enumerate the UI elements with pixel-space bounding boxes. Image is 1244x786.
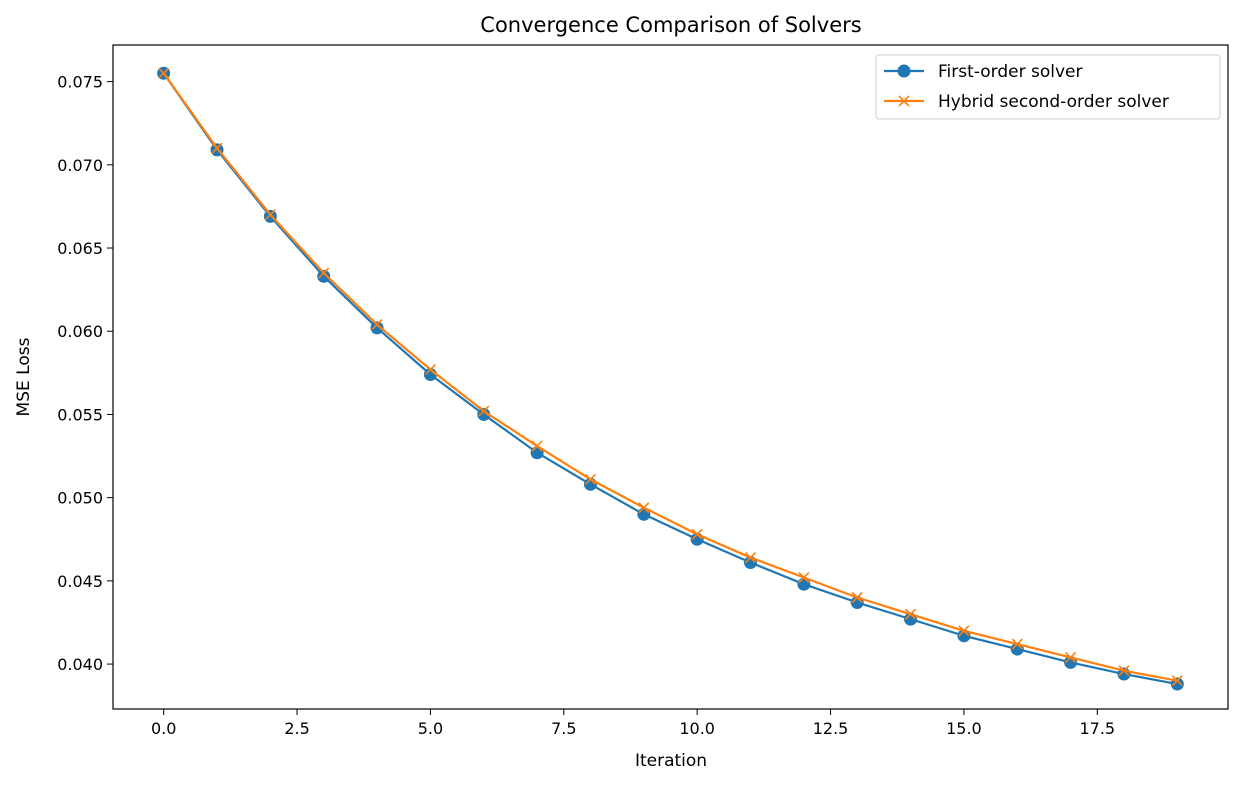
series-layer — [157, 66, 1184, 691]
data-point — [211, 142, 223, 154]
data-point — [898, 95, 910, 107]
series-line — [162, 72, 1178, 682]
x-tick-label: 15.0 — [946, 719, 982, 738]
data-point — [905, 608, 917, 620]
data-point — [798, 571, 810, 584]
data-point — [1118, 665, 1130, 677]
data-point — [318, 267, 330, 279]
y-tick-label: 0.065 — [57, 239, 103, 258]
legend-label: Hybrid second-order solver — [938, 92, 1169, 112]
x-tick-label: 17.5 — [1079, 719, 1115, 738]
legend-item: First-order solver — [884, 62, 1082, 82]
data-point — [264, 209, 276, 221]
data-point — [424, 363, 436, 376]
data-point — [691, 528, 703, 540]
data-point — [897, 64, 911, 78]
data-point — [744, 551, 757, 564]
legend-label: First-order solver — [938, 62, 1082, 82]
data-point — [478, 405, 490, 417]
y-tick-label: 0.075 — [57, 73, 103, 92]
data-point — [371, 319, 383, 331]
y-axis-title: MSE Loss — [14, 337, 34, 416]
legend: First-order solver Hybrid second-order so… — [875, 54, 1221, 120]
data-point — [317, 269, 331, 283]
y-axis: 0.040 0.045 0.050 0.055 0.060 0.065 0.070 0.075 — [57, 73, 113, 674]
x-tick-label: 2.5 — [284, 719, 309, 738]
y-tick-label: 0.060 — [57, 322, 103, 341]
y-tick-label: 0.055 — [57, 405, 103, 424]
data-point — [1171, 675, 1183, 687]
data-point — [638, 502, 650, 514]
x-tick-label: 5.0 — [418, 719, 443, 738]
x-axis: 0.0 2.5 5.0 7.5 10.0 12.5 15.0 17.5 — [151, 709, 1115, 738]
x-axis-title: Iteration — [635, 751, 707, 771]
legend-box — [875, 54, 1221, 120]
data-point — [370, 321, 384, 335]
y-tick-label: 0.050 — [57, 489, 103, 508]
series-line — [162, 72, 1178, 686]
x-tick-label: 12.5 — [813, 719, 849, 738]
data-point — [531, 440, 543, 452]
data-point — [1011, 638, 1023, 650]
data-point — [851, 591, 863, 604]
y-tick-label: 0.040 — [57, 655, 103, 674]
y-tick-label: 0.045 — [57, 572, 103, 591]
chart-title: Convergence Comparison of Solvers — [480, 13, 861, 37]
data-point — [158, 67, 170, 79]
data-point — [584, 473, 597, 485]
plot-frame — [112, 44, 1229, 710]
data-point — [958, 625, 970, 637]
legend-item: Hybrid second-order solver — [884, 92, 1169, 112]
series-2 — [158, 67, 1183, 687]
x-tick-label: 0.0 — [151, 719, 176, 738]
x-tick-label: 10.0 — [679, 719, 715, 738]
y-tick-label: 0.070 — [57, 156, 103, 175]
data-point — [1065, 651, 1077, 663]
x-tick-label: 7.5 — [551, 719, 576, 738]
